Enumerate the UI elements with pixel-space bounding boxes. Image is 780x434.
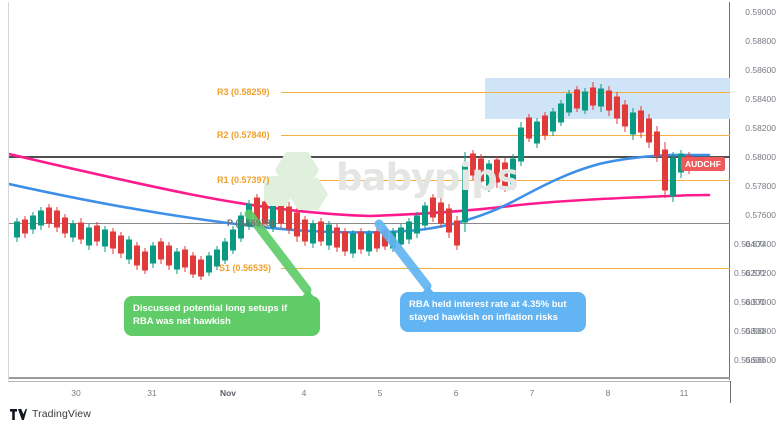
pivot-label-r3: R3 (0.58259) — [217, 87, 270, 97]
tradingview-logo[interactable]: TradingView — [10, 408, 91, 420]
price-tick: 0.57200 — [745, 268, 776, 278]
pivot-label-r1: R1 (0.57397) — [217, 175, 270, 185]
annotation-green[interactable]: Discussed potential long setups if RBA w… — [124, 296, 320, 336]
pivot-line-p — [9, 223, 730, 225]
price-tick: 0.57000 — [745, 297, 776, 307]
candlestick-series — [14, 82, 692, 280]
time-tick: 30 — [71, 388, 81, 398]
price-tick: 0.56400 — [734, 239, 765, 249]
price-tick: 0.57600 — [745, 210, 776, 220]
lower-boundary-line — [9, 377, 730, 379]
price-tick: 0.59000 — [745, 7, 776, 17]
chart-frame: babypips R3 (0.58259) R2 (0.57840) R1 (0… — [8, 2, 730, 380]
price-tick: 0.57800 — [745, 181, 776, 191]
fast-ma-line — [9, 153, 711, 234]
price-tick: 0.56200 — [734, 268, 765, 278]
pivot-line-r3 — [281, 92, 730, 94]
price-tick: 0.58000 — [745, 152, 776, 162]
time-tick: 7 — [529, 388, 535, 398]
price-tick: 0.58400 — [745, 94, 776, 104]
price-tick: 0.56600 — [745, 355, 776, 365]
pivot-label-s1: S1 (0.56535) — [219, 263, 272, 273]
price-tick: 0.56800 — [745, 326, 776, 336]
price-tick: 0.58200 — [745, 123, 776, 133]
tradingview-wordmark: TradingView — [32, 408, 91, 420]
upper-boundary-line — [9, 156, 730, 158]
pivot-line-s1 — [281, 268, 730, 270]
time-tick: Nov — [219, 388, 237, 398]
time-tick: 31 — [147, 388, 157, 398]
tradingview-mark-icon — [10, 408, 27, 420]
time-axis[interactable]: 30 31 Nov 4 5 6 7 8 11 — [8, 381, 730, 403]
price-series-svg — [9, 82, 711, 295]
price-tick: 0.55800 — [734, 326, 765, 336]
pivot-line-r2 — [281, 135, 730, 137]
price-axis[interactable]: 0.59000 0.58800 0.58600 0.58400 0.58200 … — [730, 0, 780, 396]
pivot-label-p: P (0.56978) — [227, 218, 274, 228]
slow-ma-line — [9, 152, 711, 218]
blue-callout-tail — [419, 286, 437, 296]
time-tick: 5 — [377, 388, 383, 398]
price-tick: 0.58600 — [745, 65, 776, 75]
price-tick: 0.55600 — [734, 355, 765, 365]
time-tick: 11 — [679, 388, 689, 398]
green-callout-leader — [244, 209, 312, 295]
time-tick: 6 — [453, 388, 459, 398]
price-tick: 0.57400 — [745, 239, 776, 249]
time-tick: 4 — [301, 388, 307, 398]
axis-corner-divider — [730, 381, 731, 403]
pivot-label-r2: R2 (0.57840) — [217, 130, 270, 140]
price-tick: 0.58800 — [745, 36, 776, 46]
annotation-blue[interactable]: RBA held interest rate at 4.35% but stay… — [400, 292, 586, 332]
symbol-tag[interactable]: AUDCHF — [681, 157, 725, 172]
chart-plot-area[interactable]: babypips R3 (0.58259) R2 (0.57840) R1 (0… — [9, 2, 730, 380]
blue-callout-leader — [374, 219, 432, 291]
green-callout-tail — [299, 290, 317, 300]
time-tick: 8 — [605, 388, 611, 398]
price-tick: 0.56000 — [734, 297, 765, 307]
